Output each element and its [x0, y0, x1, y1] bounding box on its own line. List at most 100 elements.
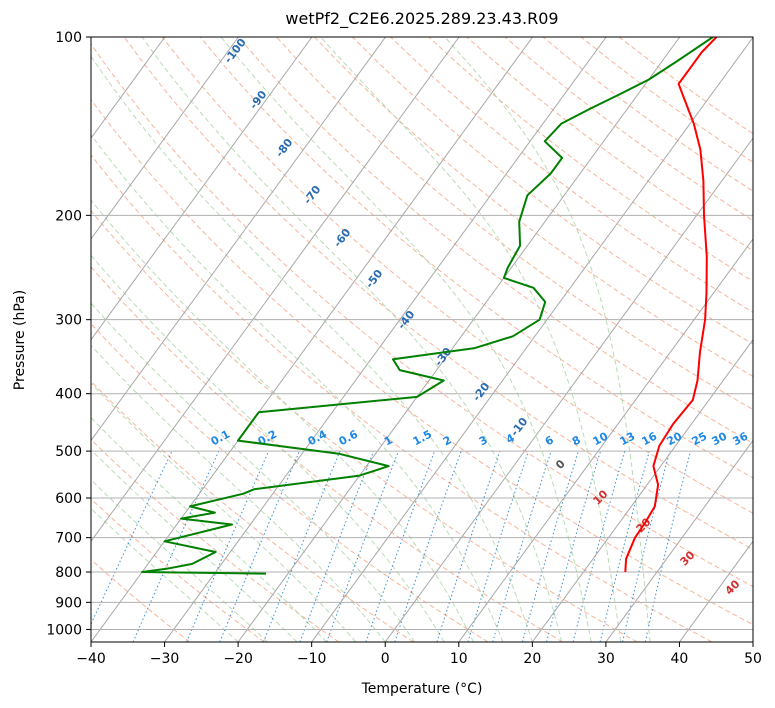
moist-adiabat-line: [91, 344, 386, 642]
mixing-ratio-line: [219, 450, 300, 642]
isotherm-label: -70: [301, 183, 324, 207]
moist-adiabat-line: [91, 134, 504, 642]
x-axis: −40 −30 −20 −10 0 10 20 30 40 50: [76, 642, 762, 667]
dry-adiabat-line: [314, 37, 753, 378]
isotherm-line: [91, 37, 386, 442]
temperature-profile-line: [624, 37, 718, 573]
mixing-ratio-line: [622, 450, 671, 642]
moist-adiabat-line: [91, 302, 416, 642]
y-axis-title: Pressure (hPa): [12, 290, 28, 390]
mixing-ratio-line: [365, 450, 436, 642]
moist-adiabat-line: [91, 507, 239, 642]
y-tick-label: 200: [55, 208, 82, 224]
moist-adiabat-line: [91, 448, 298, 642]
mixing-ratio-label: 2: [441, 433, 454, 448]
isotherm-label: -80: [273, 136, 296, 160]
moist-adiabat-line: [91, 55, 533, 642]
mixing-ratio-label: 1.5: [411, 428, 434, 449]
isotherm-line: [311, 37, 753, 642]
isotherm-line: [384, 137, 753, 642]
mixing-ratio-line: [546, 450, 601, 642]
y-axis: 100 200 300 400 500 600 700 800 900 1000: [46, 30, 91, 638]
isotherm-line: [752, 641, 753, 642]
isotherm-label: -90: [247, 88, 270, 112]
isotherm-label: -40: [395, 308, 418, 332]
moist-adiabat-line: [91, 199, 474, 642]
y-tick-label: 800: [55, 565, 82, 581]
mixing-ratio-label: 8: [570, 433, 583, 448]
mixing-ratio-label: 13: [618, 430, 638, 449]
dry-adiabat-line: [91, 154, 713, 642]
mixing-ratio-label: 36: [731, 429, 751, 448]
grid-lines: [91, 37, 753, 642]
moist-adiabat-line: [320, 37, 622, 642]
dry-adiabat-line: [91, 43, 753, 588]
isotherm-line: [531, 338, 753, 642]
x-tick-label: −10: [297, 651, 327, 667]
mixing-ratio-line: [299, 450, 375, 642]
mixing-ratio-label: 0.4: [306, 427, 330, 448]
isotherm-line: [91, 37, 534, 642]
dry-adiabat-line: [542, 37, 753, 192]
isotherm-line: [458, 238, 753, 642]
dry-adiabat-line: [91, 438, 340, 642]
moist-adiabat-line: [141, 37, 563, 642]
mixing-ratio-line: [644, 450, 692, 642]
isotherm-line: [237, 37, 681, 642]
isotherm-label: -100: [222, 36, 249, 66]
x-tick-label: 0: [381, 651, 390, 667]
mixing-ratio-label: 6: [543, 433, 556, 448]
x-tick-label: 40: [671, 651, 689, 667]
isotherm-label: -20: [470, 380, 493, 404]
y-tick-label: 300: [55, 313, 82, 329]
moist-adiabat-line: [91, 254, 445, 642]
data-series: [141, 37, 718, 575]
mixing-ratio-line: [394, 450, 462, 642]
dry-adiabat-line: [91, 498, 265, 642]
mixing-ratio-line: [132, 450, 220, 642]
y-tick-label: 900: [55, 595, 82, 611]
dry-adiabat-line: [352, 37, 753, 345]
y-tick-label: 700: [55, 531, 82, 547]
mixing-ratio-label: 25: [690, 430, 710, 449]
background-lines: [91, 37, 753, 642]
mixing-ratio-label: 3: [477, 433, 490, 448]
mixing-ratio-label: 1: [382, 433, 395, 448]
mixing-ratio-line: [91, 450, 173, 626]
dry-adiabat-line: [91, 98, 753, 626]
y-tick-label: 600: [55, 491, 82, 507]
dry-adiabat-line: [161, 37, 753, 514]
mixing-ratio-line: [186, 450, 270, 642]
dry-adiabat-line: [123, 37, 753, 551]
mixing-ratio-line: [467, 450, 529, 642]
mixing-ratio-line: [326, 450, 399, 642]
x-tick-label: 50: [744, 651, 762, 667]
dry-adiabat-line: [276, 37, 753, 411]
mixing-ratio-label: 0.6: [337, 427, 361, 448]
isotherm-label-red: 40: [723, 577, 743, 597]
moist-adiabat-line: [444, 37, 651, 642]
isotherm-zero-label: 0: [553, 457, 568, 472]
dry-adiabat-line: [199, 37, 753, 479]
isotherm-label-red: 30: [678, 548, 698, 568]
moist-adiabat-line: [91, 382, 357, 642]
isotherm-line: [164, 37, 607, 642]
dry-adiabat-line: [390, 37, 753, 313]
isotherm-line: [91, 37, 239, 240]
dry-adiabat-line: [618, 37, 753, 135]
y-tick-label: 500: [55, 444, 82, 460]
isotherm-label: -30: [432, 345, 455, 369]
mixing-ratio-line: [522, 450, 579, 642]
plot-frame: [90, 36, 754, 643]
isotherm-line: [605, 439, 753, 642]
moist-adiabat-line: [91, 416, 327, 642]
isotherm-line: [679, 540, 753, 642]
mixing-ratio-line: [599, 450, 650, 642]
mixing-ratio-label: 0.1: [209, 428, 232, 449]
moist-adiabat-line: [91, 479, 268, 642]
dry-adiabat-line: [504, 37, 753, 222]
x-tick-label: 30: [597, 651, 615, 667]
mixing-ratio-label: 20: [665, 429, 685, 448]
isotherm-label-red: 10: [591, 487, 611, 507]
